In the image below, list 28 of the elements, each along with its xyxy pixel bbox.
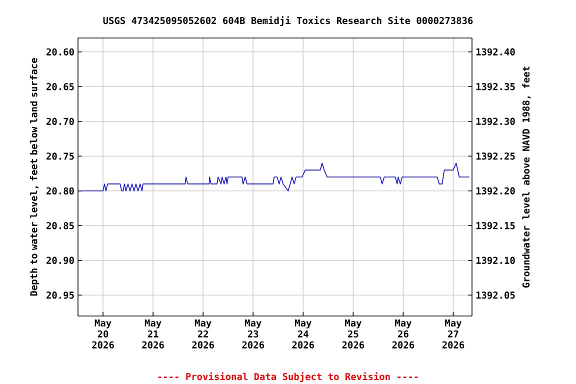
x-tick-label: May 23 2026 [242,320,264,348]
y-tick-label: 20.60 [46,48,74,56]
x-tick-label: May 25 2026 [342,320,364,348]
x-tick-label: May 22 2026 [192,320,214,348]
text: ---- Provisional Data Subject to Revision ---- [158,372,418,382]
x-tick-label: May 20 2026 [92,320,114,348]
y2-tick-label: 1392.10 [476,256,515,264]
y-tick-label: 20.95 [46,292,74,299]
y-tick-label: 20.70 [46,118,74,125]
y-tick-label: 20.85 [46,222,74,230]
x-tick-label: May 27 2026 [442,320,464,348]
y-tick-label: 20.65 [46,83,74,90]
y2-tick-label: 1392.15 [476,222,515,230]
y-tick-label: 20.75 [46,152,74,160]
y2-tick-label: 1392.30 [476,118,515,126]
x-tick-label: May 24 2026 [292,320,314,348]
y2-tick-label: 1392.05 [476,292,515,299]
y-axis-title: Depth to water level, feet below land surface [30,58,40,296]
chart-title: USGS 473425095052602 604B Bemidji Toxics Research Site 0000273836 [103,16,473,26]
y2-tick-label: 1392.40 [476,48,515,56]
y2-tick-label: 1392.25 [476,152,515,160]
x-tick-label: May 26 2026 [392,320,414,348]
y-tick-label: 20.80 [46,187,74,194]
y2-axis-title: Groundwater level above NAVD 1988, feet [522,66,531,288]
y2-tick-label: 1392.35 [476,83,515,90]
y2-tick-label: 1392.20 [476,187,515,195]
y-tick-label: 20.90 [46,256,74,264]
x-tick-label: May 21 2026 [142,320,164,348]
